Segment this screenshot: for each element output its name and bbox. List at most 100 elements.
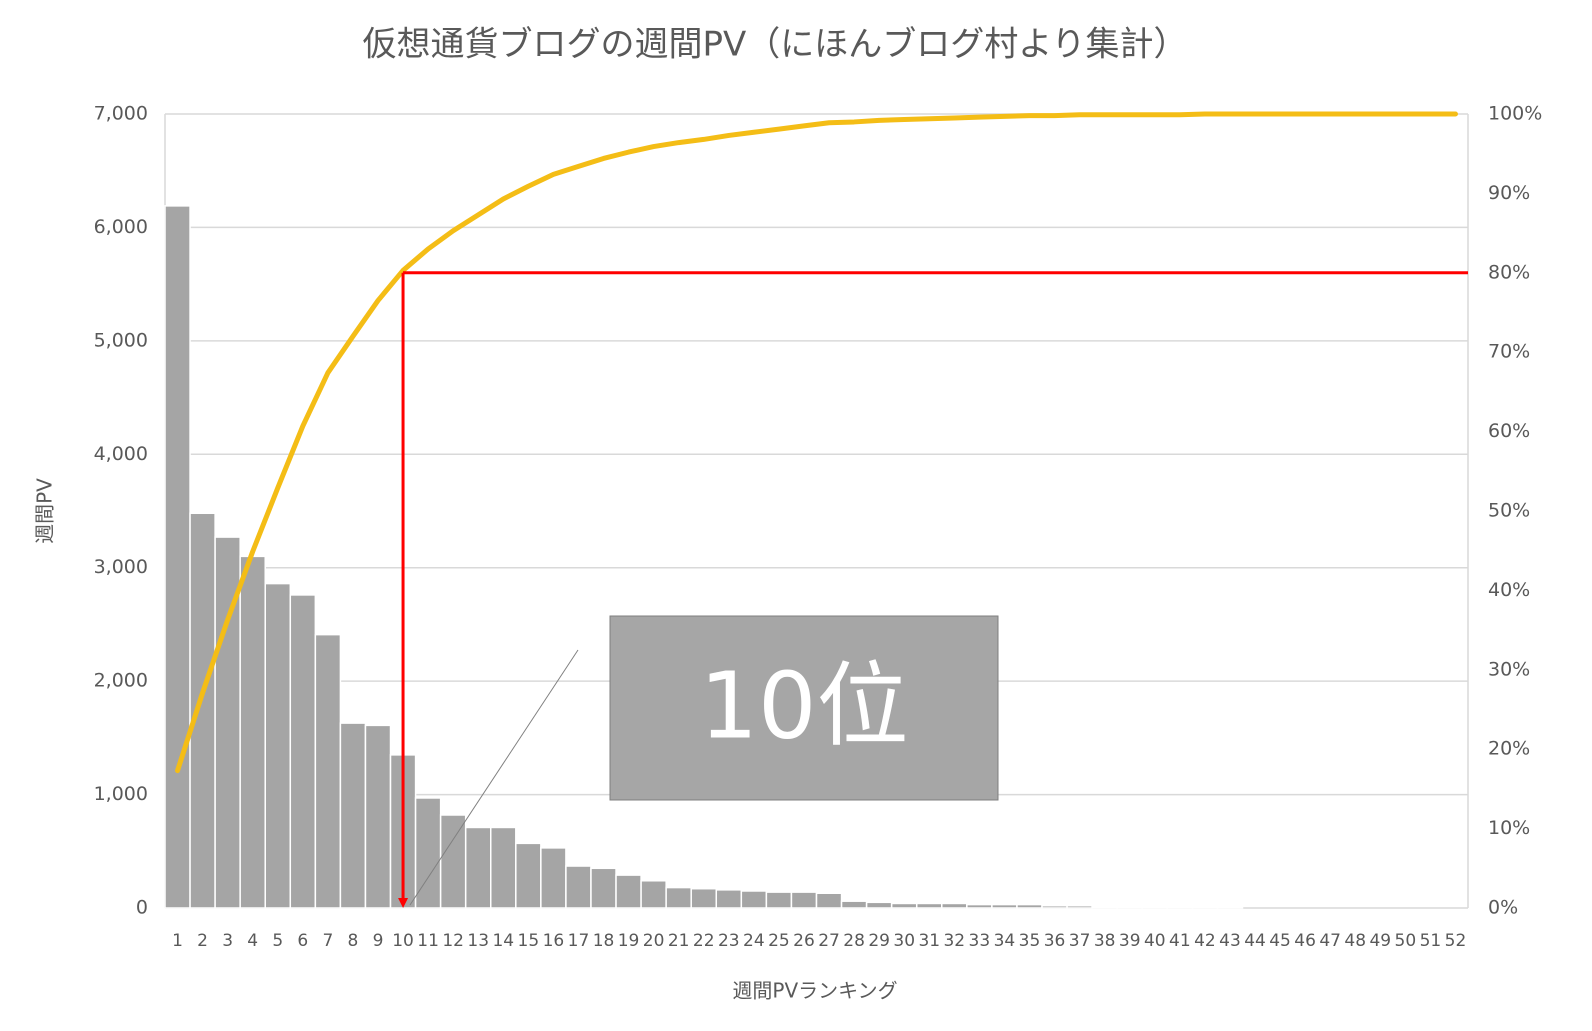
bar	[464, 826, 492, 909]
bar	[164, 205, 191, 909]
y2-tick-label: 10%	[1488, 817, 1530, 839]
x-tick-label: 9	[373, 931, 384, 951]
y-tick-label: 2,000	[94, 670, 148, 692]
x-tick-label: 1	[172, 931, 183, 951]
x-tick-label: 20	[643, 931, 665, 951]
x-tick-label: 33	[969, 931, 991, 951]
x-tick-label: 31	[918, 931, 940, 951]
x-tick-label: 42	[1194, 931, 1216, 951]
x-tick-label: 44	[1244, 931, 1266, 951]
annotation-box	[609, 615, 999, 801]
bar	[740, 890, 768, 909]
bar	[239, 555, 266, 909]
bar	[1066, 904, 1093, 909]
y-tick-label: 6,000	[94, 216, 148, 238]
bar	[840, 900, 868, 909]
x-tick-label: 6	[297, 931, 308, 951]
y2-tick-label: 40%	[1488, 579, 1530, 601]
x-tick-label: 12	[442, 931, 464, 951]
annotation-text: 10位	[699, 652, 908, 759]
bar	[1116, 906, 1143, 909]
y2-tick-label: 90%	[1488, 182, 1530, 204]
x-tick-label: 40	[1144, 931, 1166, 951]
y-tick-label: 7,000	[94, 103, 148, 125]
bar	[640, 880, 667, 909]
bar	[515, 842, 542, 909]
bar	[1041, 904, 1068, 909]
x-tick-label: 14	[492, 931, 514, 951]
x-tick-label: 41	[1169, 931, 1191, 951]
y2-tick-label: 50%	[1488, 500, 1530, 522]
bar	[941, 902, 968, 909]
bar	[339, 722, 367, 909]
x-tick-label: 30	[893, 931, 915, 951]
x-tick-label: 2	[197, 931, 208, 951]
x-tick-label: 39	[1119, 931, 1141, 951]
x-tick-label: 35	[1019, 931, 1041, 951]
x-tick-label: 34	[994, 931, 1016, 951]
bar	[790, 891, 818, 909]
x-tick-label: 37	[1069, 931, 1091, 951]
bar	[314, 633, 342, 909]
bar	[765, 891, 793, 909]
x-tick-label: 49	[1369, 931, 1391, 951]
y2-tick-label: 60%	[1488, 420, 1530, 442]
bar	[1141, 906, 1169, 909]
bar	[890, 902, 918, 909]
x-tick-label: 24	[743, 931, 765, 951]
x-tick-label: 52	[1445, 931, 1467, 951]
x-tick-label: 3	[222, 931, 233, 951]
x-tick-label: 13	[467, 931, 489, 951]
callout-connector	[409, 649, 579, 906]
x-tick-label: 47	[1319, 931, 1341, 951]
x-tick-label: 15	[518, 931, 540, 951]
x-tick-label: 22	[693, 931, 715, 951]
bar	[540, 847, 567, 909]
bar	[966, 903, 993, 909]
x-tick-label: 8	[348, 931, 359, 951]
x-tick-label: 27	[818, 931, 840, 951]
bar	[1016, 903, 1043, 909]
bar	[815, 892, 843, 909]
x-tick-label: 38	[1094, 931, 1116, 951]
chart-title: 仮想通貨ブログの週間PV（にほんブログ村より集計）	[362, 25, 1187, 65]
bar	[439, 814, 467, 909]
x-tick-label: 45	[1269, 931, 1291, 951]
x-axis-title: 週間PVランキング	[732, 979, 897, 1003]
x-tick-label: 4	[247, 931, 258, 951]
y2-tick-label: 80%	[1488, 261, 1530, 283]
x-tick-label: 21	[668, 931, 690, 951]
y-tick-label: 1,000	[94, 783, 148, 805]
y-tick-label: 5,000	[94, 329, 148, 351]
bar	[364, 724, 392, 909]
x-tick-label: 28	[843, 931, 865, 951]
bar	[915, 902, 943, 909]
bar	[991, 903, 1018, 909]
x-tick-label: 48	[1344, 931, 1366, 951]
bar	[690, 887, 718, 909]
bar	[289, 594, 317, 909]
x-tick-label: 46	[1294, 931, 1316, 951]
y-tick-label: 3,000	[94, 556, 148, 578]
y2-tick-label: 0%	[1488, 897, 1518, 919]
x-tick-label: 16	[543, 931, 565, 951]
x-tick-label: 51	[1420, 931, 1442, 951]
bar	[490, 826, 517, 909]
x-tick-label: 29	[868, 931, 890, 951]
bar	[615, 874, 642, 909]
bar	[865, 901, 893, 909]
x-tick-label: 10	[392, 931, 414, 951]
bar	[1216, 906, 1244, 909]
line	[175, 111, 1458, 774]
bar	[189, 512, 216, 909]
bar	[1191, 906, 1219, 909]
bar	[1091, 906, 1118, 909]
x-tick-label: 36	[1044, 931, 1066, 951]
bar	[1166, 906, 1194, 909]
x-tick-label: 19	[618, 931, 640, 951]
x-tick-label: 32	[943, 931, 965, 951]
bar	[665, 886, 692, 909]
y-tick-label: 4,000	[94, 443, 148, 465]
x-tick-label: 43	[1219, 931, 1241, 951]
